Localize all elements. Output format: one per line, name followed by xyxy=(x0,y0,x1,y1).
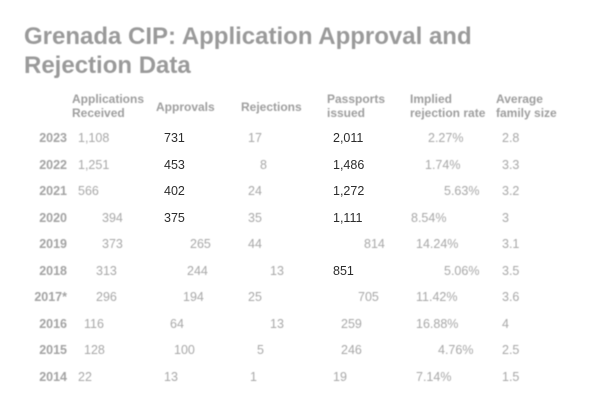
year-cell: 2018 xyxy=(39,264,67,278)
table-row: 2018 313 244 13 851 5.06% 3.5 xyxy=(0,258,604,284)
rejections-cell: 5 xyxy=(257,343,264,357)
applications-cell: 22 xyxy=(78,370,92,384)
approvals-cell: 402 xyxy=(164,184,185,198)
passports-cell: 246 xyxy=(341,343,362,357)
table-row: 2017* 296 194 25 705 11.42% 3.6 xyxy=(0,284,604,310)
table-row: 2020 394 375 35 1,111 8.54% 3 xyxy=(0,205,604,231)
year-cell: 2023 xyxy=(39,131,67,145)
year-cell: 2021 xyxy=(39,184,67,198)
applications-cell: 313 xyxy=(96,264,117,278)
table-row: 2015 128 100 5 246 4.76% 2.5 xyxy=(0,337,604,363)
applications-cell: 296 xyxy=(96,290,117,304)
passports-cell: 705 xyxy=(358,290,379,304)
header-rejections: Rejections xyxy=(241,100,302,114)
applications-cell: 566 xyxy=(78,184,99,198)
passports-cell: 814 xyxy=(364,237,385,251)
passports-cell: 2,011 xyxy=(333,131,364,145)
rejections-cell: 17 xyxy=(248,131,262,145)
table-row: 2022 1,251 453 8 1,486 1.74% 3.3 xyxy=(0,152,604,178)
year-cell: 2022 xyxy=(39,158,67,172)
rejection-rate-cell: 11.42% xyxy=(416,290,458,304)
applications-cell: 1,108 xyxy=(78,131,110,145)
approvals-cell: 100 xyxy=(174,343,195,357)
page-title: Grenada CIP: Application Approval and Re… xyxy=(24,23,472,79)
header-approvals: Approvals xyxy=(156,100,215,114)
approvals-cell: 64 xyxy=(170,317,184,331)
table-row: 2021 566 402 24 1,272 5.63% 3.2 xyxy=(0,178,604,204)
rejection-rate-cell: 4.76% xyxy=(438,343,474,357)
table-row: 2019 373 265 44 814 14.24% 3.1 xyxy=(0,231,604,257)
header-passports: Passports issued xyxy=(327,92,386,120)
rejection-rate-cell: 2.27% xyxy=(428,131,464,145)
table-row: 2023 1,108 731 17 2,011 2.27% 2.8 xyxy=(0,125,604,151)
rejection-rate-cell: 7.14% xyxy=(416,370,452,384)
header-rejection-rate: Implied rejection rate xyxy=(410,92,486,120)
rejections-cell: 8 xyxy=(260,158,267,172)
rejections-cell: 1 xyxy=(250,370,257,384)
year-cell: 2019 xyxy=(39,237,67,251)
rejection-rate-cell: 5.63% xyxy=(444,184,480,198)
header-applications: Applications Received xyxy=(72,92,145,120)
passports-cell: 851 xyxy=(333,264,354,278)
approvals-cell: 375 xyxy=(164,211,185,225)
year-cell: 2014 xyxy=(39,370,67,384)
family-size-cell: 4 xyxy=(502,317,509,331)
rejections-cell: 24 xyxy=(248,184,262,198)
family-size-cell: 3.6 xyxy=(502,290,520,304)
year-cell: 2016 xyxy=(39,317,67,331)
passports-cell: 1,486 xyxy=(333,158,365,172)
rejection-rate-cell: 16.88% xyxy=(416,317,459,331)
rejection-rate-cell: 1.74% xyxy=(425,158,461,172)
approvals-cell: 265 xyxy=(190,237,211,251)
family-size-cell: 3.2 xyxy=(502,184,520,198)
family-size-cell: 2.8 xyxy=(502,131,520,145)
approvals-cell: 194 xyxy=(183,290,204,304)
approvals-cell: 13 xyxy=(164,370,178,384)
rejection-rate-cell: 5.06% xyxy=(444,264,480,278)
table-row: 2016 116 64 13 259 16.88% 4 xyxy=(0,311,604,337)
passports-cell: 259 xyxy=(341,317,362,331)
applications-cell: 1,251 xyxy=(78,158,110,172)
approvals-cell: 244 xyxy=(187,264,208,278)
family-size-cell: 1.5 xyxy=(502,370,520,384)
year-cell: 2017* xyxy=(34,290,67,304)
rejections-cell: 35 xyxy=(248,211,262,225)
family-size-cell: 3.1 xyxy=(502,237,520,251)
applications-cell: 373 xyxy=(102,237,123,251)
rejections-cell: 13 xyxy=(270,264,284,278)
passports-cell: 1,272 xyxy=(333,184,365,198)
applications-cell: 394 xyxy=(102,211,123,225)
family-size-cell: 2.5 xyxy=(502,343,520,357)
family-size-cell: 3.5 xyxy=(502,264,520,278)
family-size-cell: 3.3 xyxy=(502,158,520,172)
year-cell: 2020 xyxy=(39,211,67,225)
approvals-cell: 453 xyxy=(164,158,185,172)
rejection-rate-cell: 14.24% xyxy=(416,237,459,251)
applications-cell: 128 xyxy=(84,343,105,357)
passports-cell: 1,111 xyxy=(333,211,363,225)
approvals-cell: 731 xyxy=(164,131,185,145)
rejection-rate-cell: 8.54% xyxy=(411,211,447,225)
rejections-cell: 25 xyxy=(248,290,262,304)
header-family-size: Average family size xyxy=(496,92,557,120)
applications-cell: 116 xyxy=(84,317,104,331)
rejections-cell: 13 xyxy=(270,317,284,331)
table-row: 2014 22 13 1 19 7.14% 1.5 xyxy=(0,364,604,390)
year-cell: 2015 xyxy=(39,343,67,357)
passports-cell: 19 xyxy=(333,370,347,384)
rejections-cell: 44 xyxy=(248,237,262,251)
family-size-cell: 3 xyxy=(502,211,509,225)
